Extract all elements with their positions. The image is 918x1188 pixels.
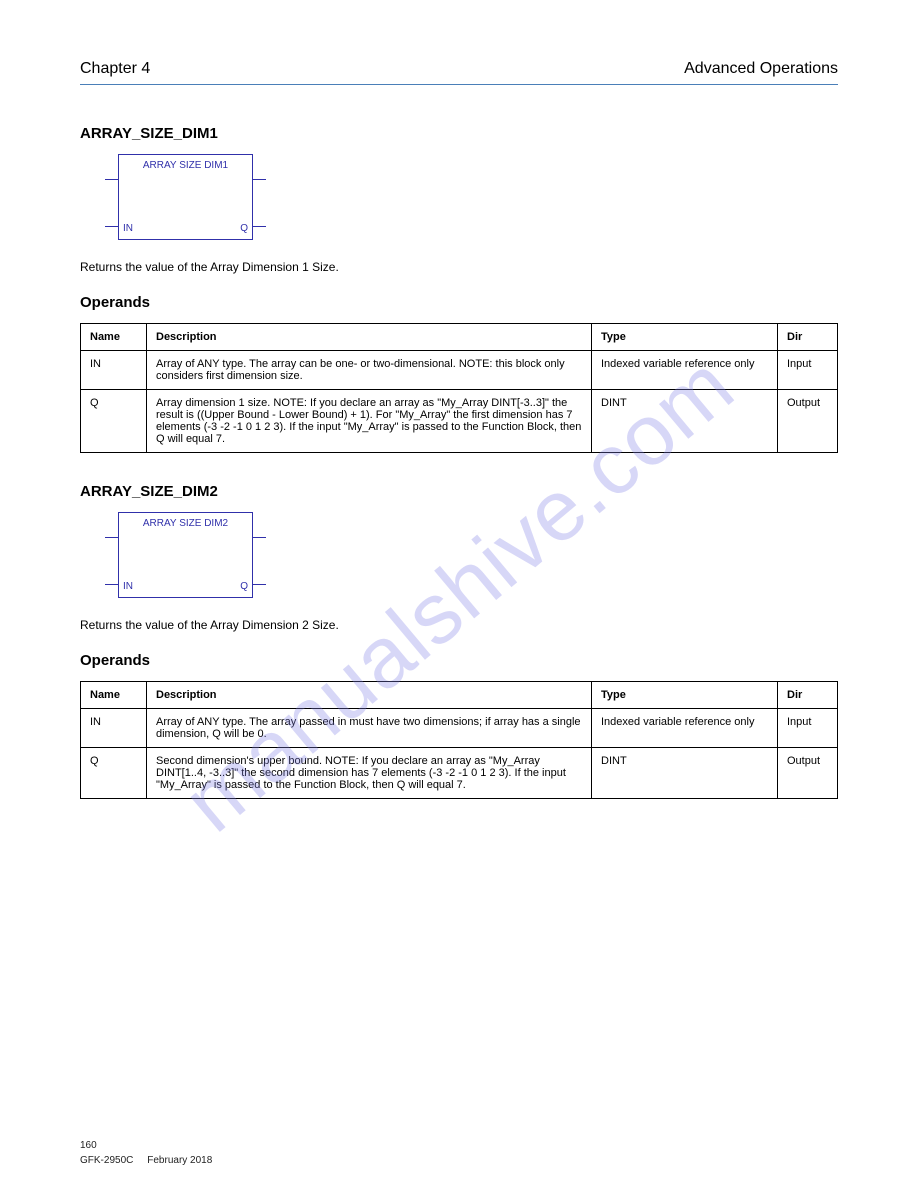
cell-description: Array of ANY type. The array can be one-…: [147, 351, 592, 390]
col-header-type: Type: [592, 682, 778, 709]
block-stub: [252, 584, 266, 585]
operands-table-dim2: Name Description Type Dir IN Array of AN…: [80, 681, 838, 799]
section-title: ARRAY_SIZE_DIM1: [80, 125, 838, 142]
table-row: IN Array of ANY type. The array can be o…: [81, 351, 838, 390]
block-stub: [105, 537, 119, 538]
cell-description: Second dimension's upper bound. NOTE: If…: [147, 748, 592, 799]
cell-description: Array dimension 1 size. NOTE: If you dec…: [147, 390, 592, 453]
block-diagram-dim1: ARRAY SIZE DIM1 IN Q: [118, 154, 838, 240]
cell-dir: Input: [778, 351, 838, 390]
col-header-name: Name: [81, 324, 147, 351]
block-stub: [252, 179, 266, 180]
block-label: ARRAY SIZE DIM1: [119, 160, 252, 171]
operands-heading: Operands: [80, 294, 838, 311]
section-title: ARRAY_SIZE_DIM2: [80, 483, 838, 500]
cell-name: IN: [81, 351, 147, 390]
block-in-label: IN: [123, 223, 133, 234]
block-stub: [252, 537, 266, 538]
cell-type: DINT: [592, 390, 778, 453]
col-header-description: Description: [147, 324, 592, 351]
cell-type: Indexed variable reference only: [592, 351, 778, 390]
cell-name: Q: [81, 748, 147, 799]
col-header-dir: Dir: [778, 324, 838, 351]
cell-type: DINT: [592, 748, 778, 799]
cell-type: Indexed variable reference only: [592, 709, 778, 748]
block-box: ARRAY SIZE DIM2 IN Q: [118, 512, 253, 598]
block-stub: [105, 179, 119, 180]
block-stub: [105, 226, 119, 227]
col-header-type: Type: [592, 324, 778, 351]
block-stub: [105, 584, 119, 585]
cell-dir: Output: [778, 390, 838, 453]
cell-name: IN: [81, 709, 147, 748]
page-footer: 160 GFK-2950C February 2018: [80, 1140, 838, 1166]
table-header-row: Name Description Type Dir: [81, 324, 838, 351]
block-q-label: Q: [240, 581, 248, 592]
footer-ref1: GFK-2950C: [80, 1155, 133, 1166]
block-in-label: IN: [123, 581, 133, 592]
table-row: IN Array of ANY type. The array passed i…: [81, 709, 838, 748]
cell-name: Q: [81, 390, 147, 453]
col-header-dir: Dir: [778, 682, 838, 709]
block-stub: [252, 226, 266, 227]
operands-table-dim1: Name Description Type Dir IN Array of AN…: [80, 323, 838, 453]
page-header: Chapter 4 Advanced Operations: [80, 60, 838, 85]
section-array-size-dim1: ARRAY_SIZE_DIM1 ARRAY SIZE DIM1 IN Q Ret…: [80, 125, 838, 453]
col-header-description: Description: [147, 682, 592, 709]
block-q-label: Q: [240, 223, 248, 234]
table-row: Q Second dimension's upper bound. NOTE: …: [81, 748, 838, 799]
section-description: Returns the value of the Array Dimension…: [80, 260, 838, 274]
section-array-size-dim2: ARRAY_SIZE_DIM2 ARRAY SIZE DIM2 IN Q Ret…: [80, 483, 838, 799]
block-diagram-dim2: ARRAY SIZE DIM2 IN Q: [118, 512, 838, 598]
block-box: ARRAY SIZE DIM1 IN Q: [118, 154, 253, 240]
header-right: Advanced Operations: [684, 60, 838, 78]
cell-dir: Output: [778, 748, 838, 799]
block-label: ARRAY SIZE DIM2: [119, 518, 252, 529]
col-header-name: Name: [81, 682, 147, 709]
section-description: Returns the value of the Array Dimension…: [80, 618, 838, 632]
table-header-row: Name Description Type Dir: [81, 682, 838, 709]
operands-heading: Operands: [80, 652, 838, 669]
footer-page-number: 160: [80, 1140, 838, 1151]
cell-dir: Input: [778, 709, 838, 748]
header-left: Chapter 4: [80, 60, 150, 78]
cell-description: Array of ANY type. The array passed in m…: [147, 709, 592, 748]
table-row: Q Array dimension 1 size. NOTE: If you d…: [81, 390, 838, 453]
footer-ref2: February 2018: [147, 1155, 212, 1166]
